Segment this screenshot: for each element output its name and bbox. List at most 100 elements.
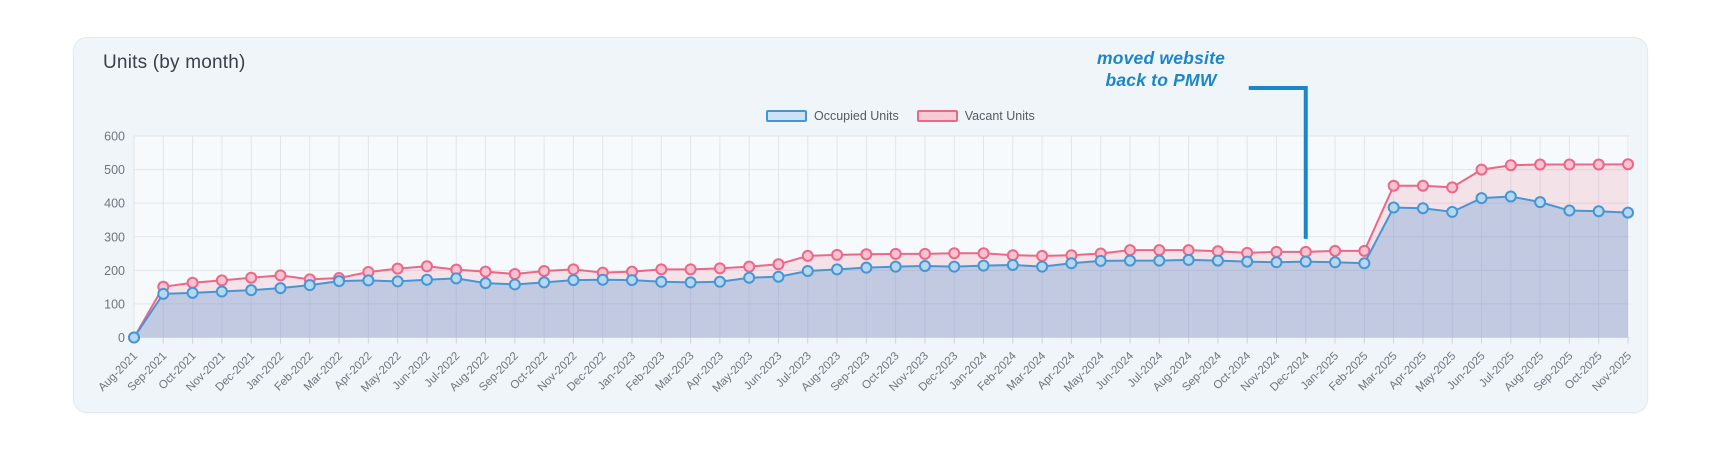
vacant-data-point — [655, 263, 668, 276]
occupied-data-point — [1416, 202, 1429, 215]
occupied-data-point — [1358, 257, 1371, 270]
vacant-data-point — [1563, 158, 1576, 171]
vacant-data-point — [1446, 181, 1459, 194]
occupied-data-point — [1387, 201, 1400, 214]
vacant-data-point — [479, 265, 492, 278]
occupied-data-point — [128, 331, 140, 344]
vacant-data-point — [1504, 159, 1517, 172]
vacant-data-point — [918, 247, 931, 260]
x-axis-labels: Aug-2021Sep-2021Oct-2021Nov-2021Dec-2021… — [96, 350, 1634, 395]
occupied-data-point — [1446, 205, 1459, 218]
svg-text:300: 300 — [104, 230, 125, 244]
occupied-data-point — [391, 275, 404, 288]
occupied-data-point — [948, 260, 961, 273]
occupied-data-point — [538, 276, 551, 289]
vacant-data-point — [1387, 179, 1400, 192]
occupied-series-swatch-icon — [766, 110, 807, 122]
occupied-series-area — [134, 196, 1628, 338]
occupied-data-point — [1622, 206, 1634, 219]
vacant-data-point — [1329, 244, 1342, 257]
annotation-line-2: back to PMW — [1105, 70, 1217, 91]
occupied-data-point — [420, 273, 433, 286]
occupied-data-point — [215, 285, 228, 298]
vacant-data-point — [538, 265, 551, 278]
vacant-data-point — [1124, 244, 1136, 257]
occupied-data-point — [274, 282, 287, 295]
occupied-data-point — [245, 284, 258, 297]
vacant-data-point — [508, 268, 521, 281]
occupied-data-point — [333, 275, 346, 288]
vacant-data-point — [743, 260, 756, 273]
occupied-data-point — [831, 263, 844, 276]
occupied-data-point — [1124, 254, 1136, 267]
occupied-data-point — [713, 275, 726, 288]
occupied-series[interactable] — [128, 190, 1634, 344]
occupied-data-point — [801, 265, 814, 278]
vacant-data-point — [1358, 244, 1371, 257]
legend-item-vacant-units[interactable]: Vacant Units — [916, 109, 1035, 123]
occupied-data-point — [626, 274, 638, 287]
vacant-data-point — [1299, 245, 1312, 258]
occupied-data-point — [1153, 254, 1166, 267]
vacant-data-point — [713, 262, 726, 275]
occupied-data-point — [1563, 204, 1576, 217]
vacant-data-point — [420, 260, 433, 273]
occupied-data-point — [1182, 253, 1195, 266]
occupied-data-point — [1270, 256, 1283, 269]
occupied-data-point — [1241, 255, 1254, 268]
vacant-data-point — [1036, 249, 1049, 262]
vacant-data-point — [245, 271, 258, 284]
occupied-data-point — [1299, 255, 1312, 268]
vacant-data-point — [1475, 163, 1488, 176]
svg-text:100: 100 — [104, 297, 125, 311]
vacant-data-point — [274, 269, 287, 282]
svg-text:200: 200 — [104, 264, 125, 278]
vacant-data-point — [1416, 179, 1429, 192]
legend-item-occupied-units[interactable]: Occupied Units — [766, 109, 899, 123]
legend-label-vacant-units: Vacant Units — [964, 109, 1035, 123]
annotation-line-1: moved website — [1096, 48, 1226, 68]
vacant-data-point — [772, 258, 785, 271]
occupied-data-point — [1211, 254, 1224, 267]
vacant-data-point — [1153, 244, 1166, 257]
occupied-data-point — [918, 259, 931, 272]
annotation-connector-line — [1248, 86, 1308, 239]
vacant-data-point — [977, 247, 990, 260]
occupied-data-point — [450, 272, 463, 285]
chart-title: Units (by month) — [103, 52, 246, 73]
vacant-data-point — [186, 276, 199, 289]
occupied-data-point — [186, 286, 199, 299]
vacant-series-area — [134, 164, 1628, 338]
occupied-data-point — [1065, 257, 1078, 270]
chart-legend: Occupied Units Vacant Units — [766, 109, 1035, 123]
occupied-data-point — [479, 277, 492, 290]
occupied-data-point — [1329, 256, 1342, 269]
vacant-data-point — [860, 248, 873, 261]
occupied-data-point — [596, 273, 609, 286]
annotation-text: moved website back to PMW — [1076, 47, 1246, 92]
legend-label-occupied-units: Occupied Units — [814, 109, 899, 123]
vacant-data-point — [1006, 249, 1019, 262]
svg-text:500: 500 — [104, 163, 125, 177]
vacant-data-point — [801, 249, 814, 262]
vacant-data-point — [948, 247, 961, 260]
vacant-data-point — [1270, 245, 1283, 258]
occupied-data-point — [303, 279, 316, 292]
occupied-data-point — [1094, 254, 1107, 267]
vacant-data-point — [567, 263, 580, 276]
vacant-data-point — [1622, 158, 1634, 171]
vacant-data-point — [1592, 158, 1605, 171]
occupied-data-point — [567, 274, 580, 287]
y-axis-labels: 0 100 200 300 400 500 600 — [104, 130, 125, 346]
vacant-series-swatch-icon — [916, 110, 958, 122]
vacant-data-point — [684, 263, 697, 276]
occupied-data-point — [977, 259, 990, 272]
vacant-data-point — [215, 274, 228, 287]
occupied-data-point — [1592, 205, 1605, 218]
svg-text:400: 400 — [104, 197, 125, 211]
vacant-data-point — [889, 247, 902, 260]
occupied-data-point — [889, 260, 902, 273]
occupied-data-point — [772, 270, 785, 283]
vacant-data-point — [1534, 158, 1547, 171]
